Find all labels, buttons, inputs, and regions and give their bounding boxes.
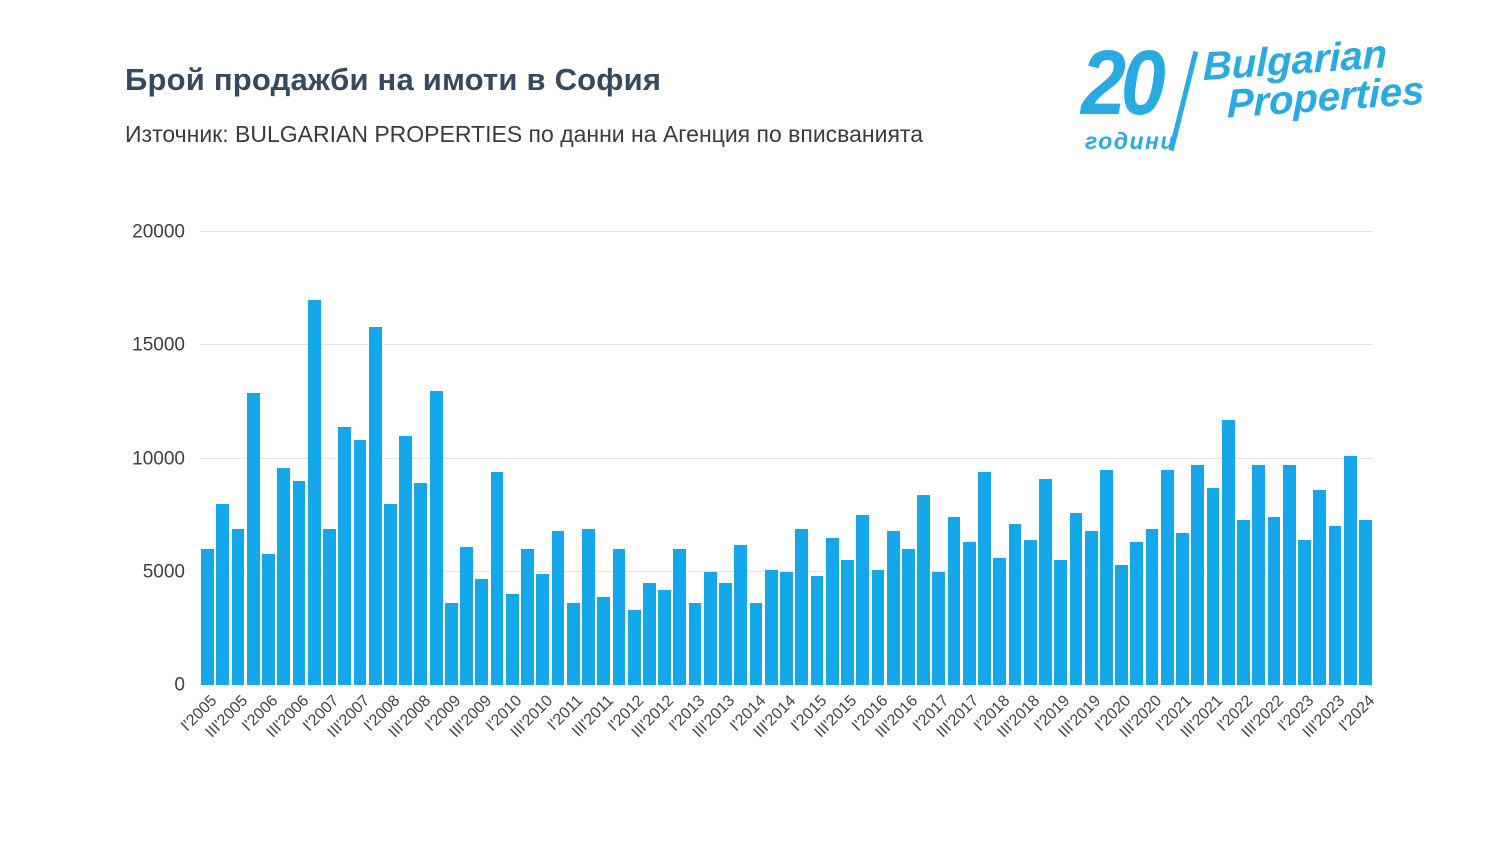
- bar-IV'2015[interactable]: [856, 515, 870, 685]
- bar-III'2021[interactable]: [1206, 487, 1220, 685]
- bar-II'2020[interactable]: [1130, 542, 1144, 685]
- bar-IV'2021[interactable]: [1221, 420, 1235, 685]
- bar-I'2023[interactable]: [1298, 540, 1311, 685]
- bar-II'2012[interactable]: [642, 583, 656, 685]
- bar-III'2017[interactable]: [962, 542, 976, 685]
- bar-IV'2016[interactable]: [917, 494, 930, 685]
- bar-II'2023[interactable]: [1313, 490, 1327, 685]
- brand-logo: 20 години Bulgarian Properties: [1081, 32, 1425, 171]
- bar-III'2013[interactable]: [719, 583, 732, 685]
- bar-I'2006[interactable]: [262, 553, 275, 685]
- bar-IV'2011[interactable]: [612, 549, 626, 685]
- bar-IV'2009[interactable]: [490, 472, 504, 685]
- bar-II'2013[interactable]: [703, 571, 717, 685]
- logo-years-label: години: [1085, 128, 1176, 154]
- bar-IV'2020[interactable]: [1160, 469, 1174, 685]
- bar-III'2008[interactable]: [414, 483, 428, 685]
- x-axis: I'2005 III'2005 I'2006 III'2006 I'2007 III'20…: [178, 685, 1378, 795]
- bar-I'2022[interactable]: [1237, 519, 1250, 685]
- bar-I'2024[interactable]: [1358, 519, 1372, 685]
- gridline-20000: [200, 231, 1373, 232]
- bar-III'2020[interactable]: [1145, 528, 1159, 685]
- bar-II'2007[interactable]: [338, 426, 352, 685]
- bar-II'2006[interactable]: [277, 467, 291, 685]
- bar-IV'2019[interactable]: [1100, 469, 1113, 685]
- y-axis-label-10000: 10000: [132, 448, 185, 469]
- bar-II'2009[interactable]: [460, 546, 473, 685]
- bar-IV'2018[interactable]: [1039, 478, 1052, 685]
- bar-III'2023[interactable]: [1328, 526, 1342, 685]
- bar-II'2005[interactable]: [216, 503, 230, 685]
- y-axis-label-0: 0: [174, 674, 185, 696]
- y-axis: 0 5000 10000 15000 20000: [0, 223, 185, 695]
- bar-IV'2005[interactable]: [246, 392, 260, 685]
- bar-I'2021[interactable]: [1176, 533, 1189, 685]
- bar-IV'2007[interactable]: [368, 327, 382, 685]
- page-title: Брой продажби на имоти в София: [125, 62, 662, 97]
- y-axis-label-5000: 5000: [142, 561, 185, 583]
- bar-I'2010[interactable]: [505, 594, 519, 685]
- logo-20-years-number: 20: [1081, 32, 1166, 134]
- bar-II'2019[interactable]: [1069, 512, 1083, 685]
- logo-brand-line2: Properties: [1226, 68, 1425, 127]
- bar-II'2017[interactable]: [947, 517, 961, 685]
- bar-I'2019[interactable]: [1054, 560, 1068, 685]
- logo-divider: [1168, 50, 1199, 152]
- bar-II'2016[interactable]: [886, 530, 900, 685]
- bar-IV'2017[interactable]: [978, 472, 991, 685]
- bar-I'2011[interactable]: [566, 603, 580, 685]
- bar-II'2022[interactable]: [1252, 465, 1266, 685]
- bar-IV'2008[interactable]: [429, 390, 443, 685]
- bar-I'2016[interactable]: [871, 569, 885, 685]
- bar-I'2005[interactable]: [201, 549, 214, 685]
- bar-I'2017[interactable]: [932, 571, 946, 685]
- bar-III'2011[interactable]: [597, 596, 611, 685]
- bar-IV'2012[interactable]: [673, 549, 687, 685]
- bar-I'2007[interactable]: [323, 528, 336, 685]
- plot-area: [200, 231, 1373, 685]
- bar-IV'2013[interactable]: [734, 544, 748, 685]
- y-axis-label-20000: 20000: [132, 221, 185, 243]
- bar-III'2006[interactable]: [292, 481, 306, 685]
- bar-III'2012[interactable]: [658, 589, 671, 685]
- bar-I'2020[interactable]: [1115, 564, 1129, 685]
- bar-II'2021[interactable]: [1191, 465, 1205, 685]
- bar-I'2018[interactable]: [993, 558, 1007, 685]
- bar-I'2012[interactable]: [627, 610, 641, 685]
- bar-II'2008[interactable]: [399, 435, 413, 685]
- bar-IV'2014[interactable]: [795, 528, 809, 685]
- gridline-5000: [200, 570, 1373, 572]
- bar-III'2009[interactable]: [475, 578, 489, 685]
- bar-II'2010[interactable]: [521, 549, 534, 685]
- bar-I'2015[interactable]: [810, 576, 824, 685]
- bar-I'2013[interactable]: [688, 603, 702, 685]
- bar-III'2019[interactable]: [1084, 530, 1098, 685]
- bar-III'2010[interactable]: [536, 574, 550, 685]
- bar-III'2015[interactable]: [841, 560, 854, 685]
- gridline-10000: [200, 457, 1373, 459]
- bar-III'2005[interactable]: [231, 528, 245, 685]
- bar-IV'2010[interactable]: [551, 530, 565, 685]
- bar-IV'2023[interactable]: [1343, 456, 1357, 685]
- bar-III'2018[interactable]: [1023, 540, 1037, 685]
- gridline-15000: [200, 344, 1373, 346]
- bar-II'2015[interactable]: [825, 537, 839, 685]
- bar-III'2014[interactable]: [780, 571, 793, 685]
- bar-II'2011[interactable]: [582, 528, 595, 685]
- logo-brand-name: Bulgarian Properties: [1203, 32, 1425, 127]
- bar-III'2022[interactable]: [1267, 517, 1281, 685]
- bar-II'2018[interactable]: [1008, 524, 1022, 685]
- bar-III'2007[interactable]: [353, 440, 367, 685]
- y-axis-label-15000: 15000: [132, 334, 185, 356]
- bar-IV'2006[interactable]: [307, 299, 321, 685]
- bar-I'2008[interactable]: [384, 503, 397, 685]
- bar-II'2014[interactable]: [764, 569, 778, 685]
- bar-III'2016[interactable]: [901, 549, 915, 685]
- bar-IV'2022[interactable]: [1282, 465, 1296, 685]
- bar-I'2014[interactable]: [749, 603, 763, 685]
- source-note: Източник: BULGARIAN PROPERTIES по данни …: [125, 121, 923, 147]
- bar-I'2009[interactable]: [444, 603, 458, 685]
